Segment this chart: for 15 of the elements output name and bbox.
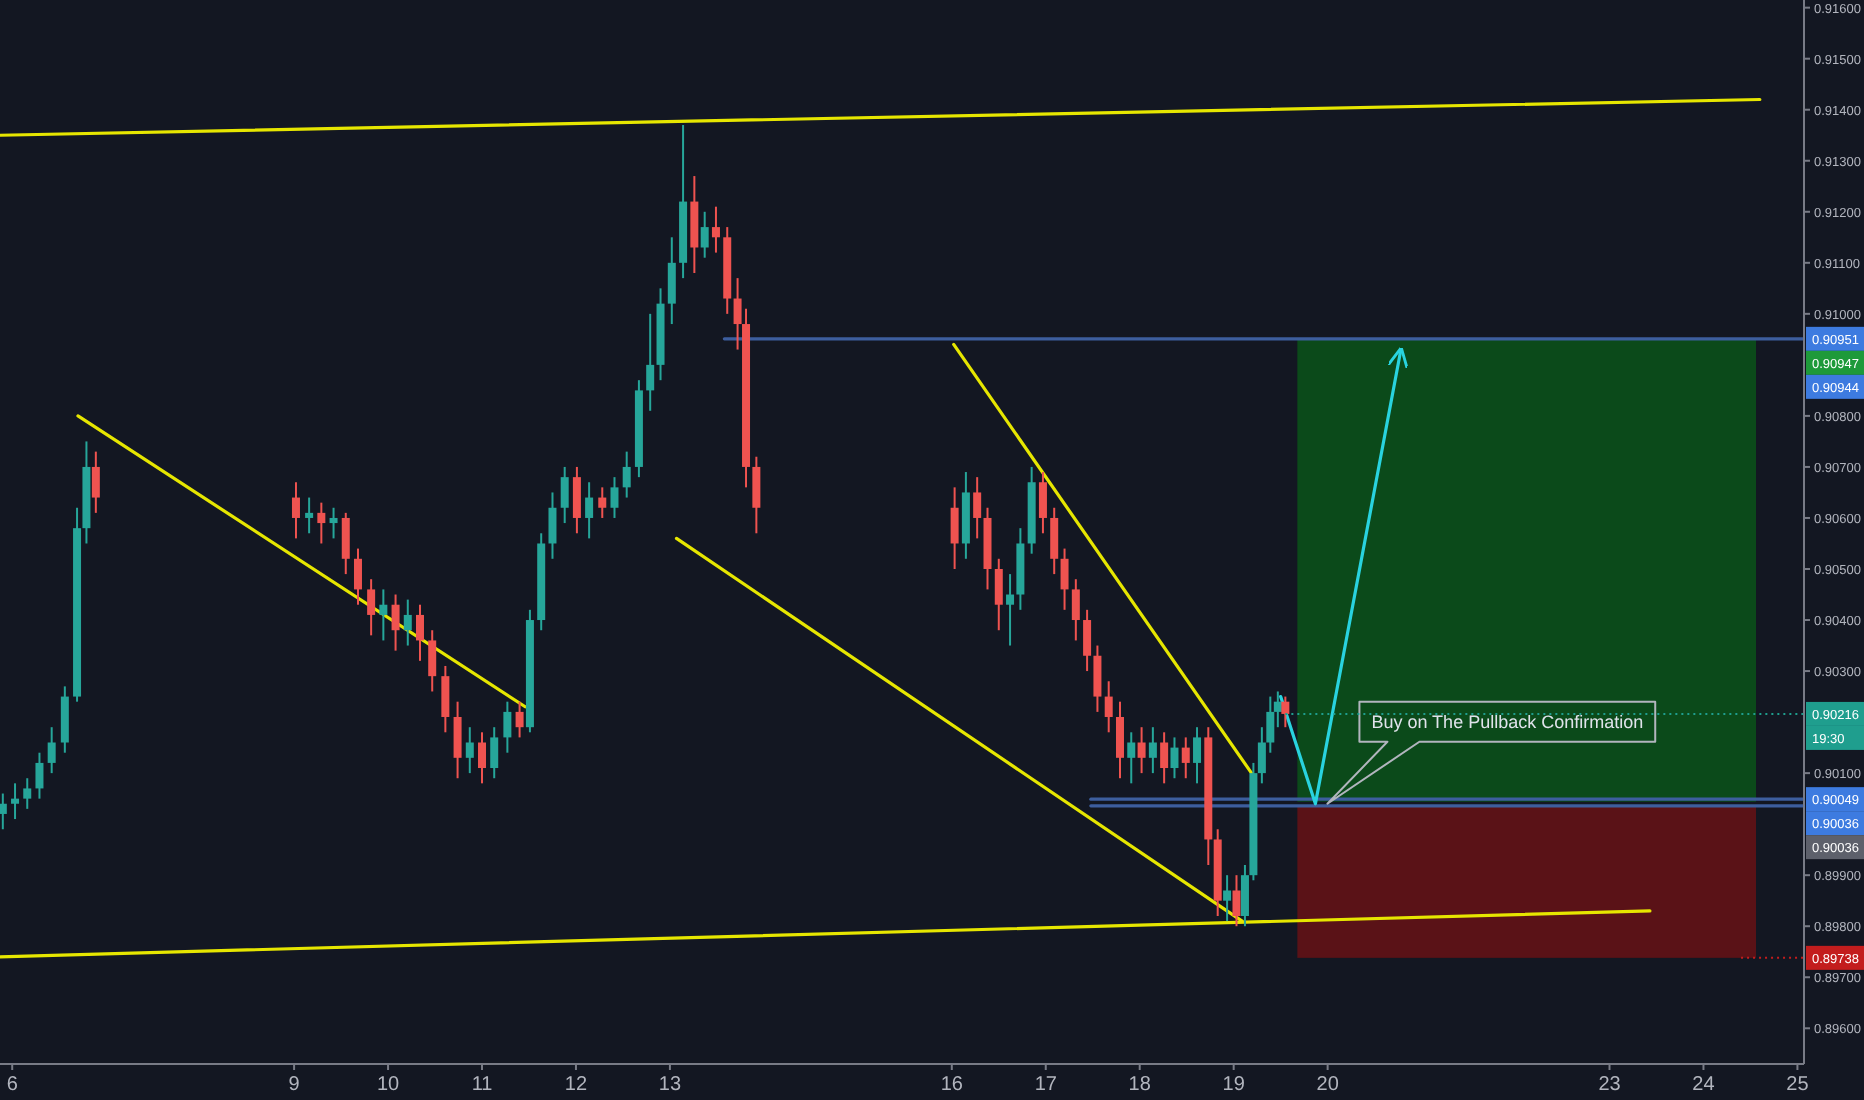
x-tick-label: 10 [376, 1074, 401, 1096]
annotation: Buy on The Pullback Confirmation [1371, 711, 1644, 732]
x-tick-label: 23 [1598, 1074, 1622, 1096]
x-tick-label: 9 [288, 1074, 301, 1096]
x-tick-label: 13 [658, 1074, 682, 1096]
x-tick-label: 25 [1786, 1074, 1810, 1096]
x-tick-label: 18 [1128, 1074, 1152, 1096]
x-tick-label: 24 [1692, 1074, 1716, 1096]
x-tick-label: 11 [471, 1074, 494, 1096]
x-tick-label: 16 [940, 1074, 964, 1096]
x-tick-label: 17 [1034, 1074, 1058, 1096]
x-tick-label: 20 [1316, 1074, 1340, 1096]
x-tick-label: 19 [1222, 1074, 1246, 1096]
x-tick-label: 6 [6, 1074, 19, 1096]
x-tick-label: 12 [564, 1074, 588, 1096]
